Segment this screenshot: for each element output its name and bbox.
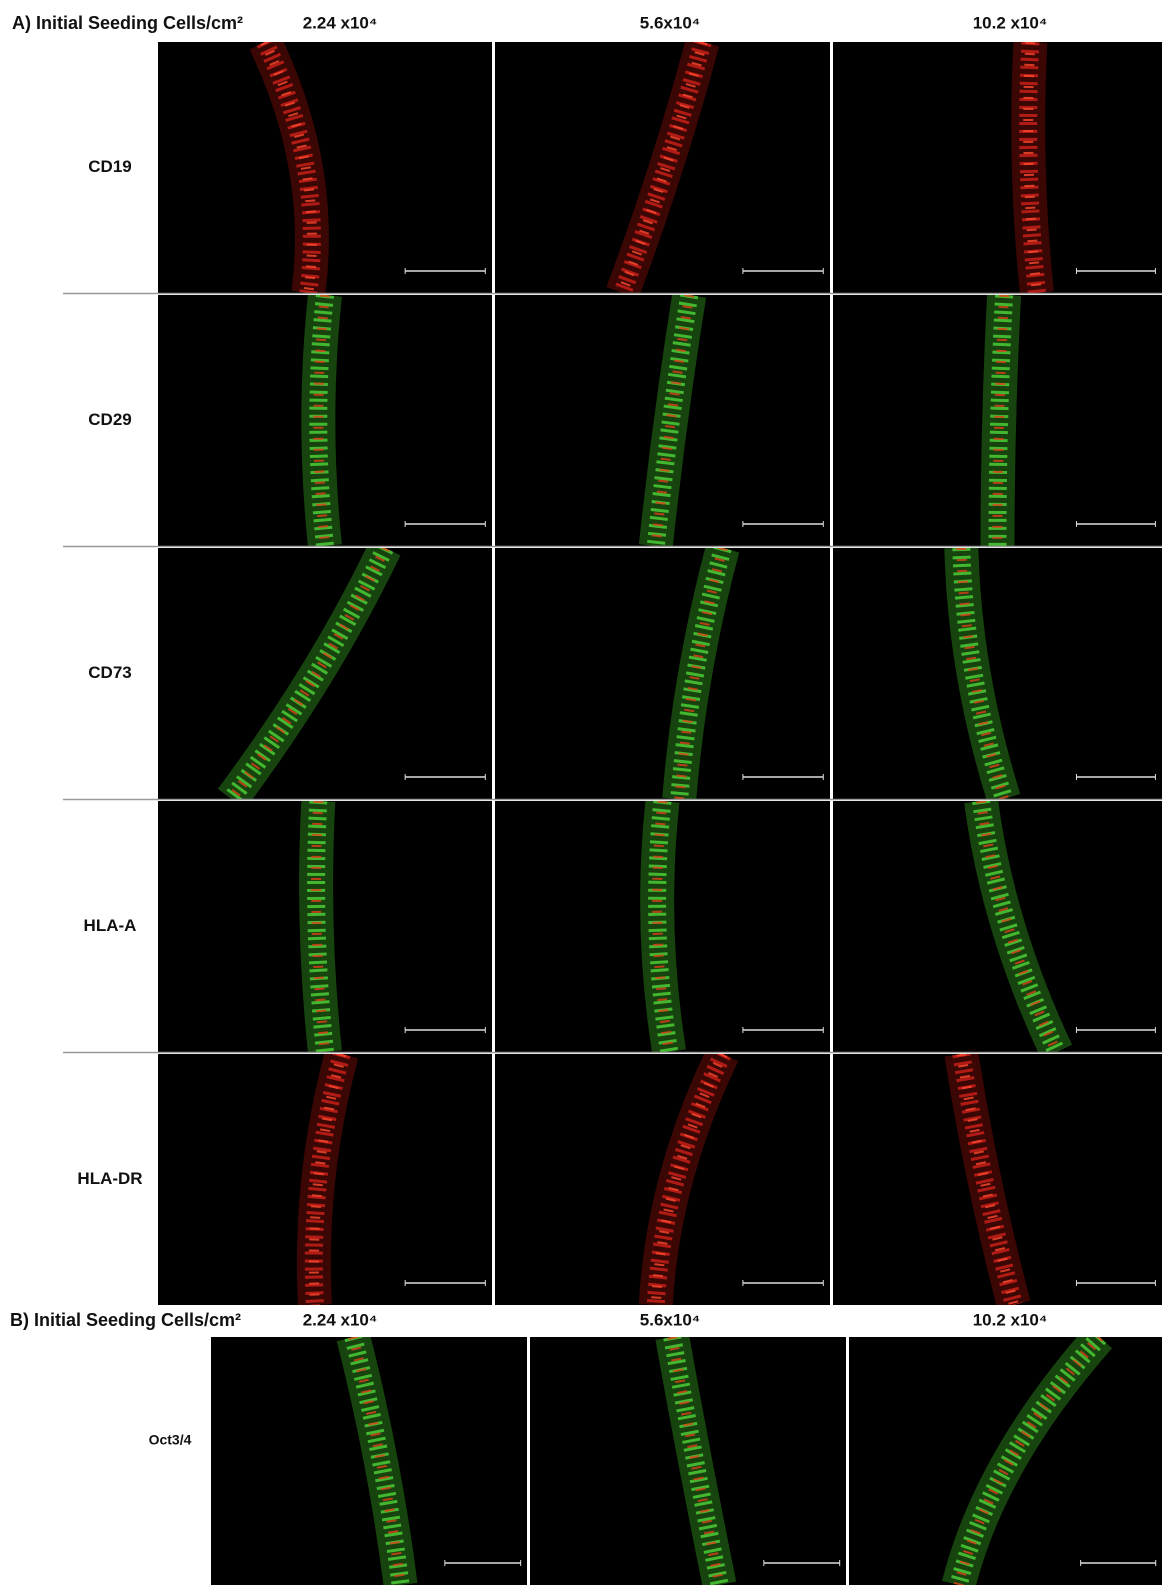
micrograph [530, 1337, 846, 1585]
tissue [1011, 42, 1054, 293]
micrograph-content [1011, 42, 1054, 293]
row-label: HLA-DR [77, 1169, 142, 1188]
row-label: CD29 [88, 410, 131, 429]
image-background [833, 42, 1162, 293]
tissue [652, 801, 675, 1052]
tissue [980, 295, 1022, 546]
tissue [304, 1054, 351, 1305]
micrograph-content [217, 548, 401, 799]
tissue [617, 42, 708, 293]
tissue [301, 295, 342, 546]
micrograph-content [655, 1337, 737, 1585]
micrograph [158, 42, 492, 293]
image-background [495, 548, 830, 799]
row-label: Oct3/4 [149, 1432, 192, 1448]
micrograph-content [942, 1337, 1113, 1585]
tissue [638, 1054, 739, 1305]
tissue [667, 1337, 725, 1585]
tissue [972, 801, 1065, 1052]
micrograph-content [296, 1054, 359, 1305]
micrograph [158, 295, 492, 546]
tissue [953, 1337, 1104, 1585]
micrograph-content [944, 548, 1021, 799]
micrograph [158, 548, 492, 799]
micrograph [211, 1337, 527, 1585]
micrograph [495, 42, 830, 293]
tissue [348, 1337, 406, 1585]
tissue [227, 548, 390, 799]
micrograph-content [638, 1054, 739, 1305]
micrograph [833, 295, 1162, 546]
micrograph [158, 801, 492, 1052]
micrograph [495, 295, 830, 546]
column-label: 2.24 x10⁴ [303, 13, 378, 32]
micrograph-content [249, 42, 329, 293]
micrograph-content [336, 1337, 418, 1585]
micrograph-content [606, 42, 720, 293]
column-label: 2.24 x10⁴ [303, 1310, 378, 1329]
tissue [640, 801, 686, 1052]
micrograph [833, 801, 1162, 1052]
tissue [949, 1337, 1107, 1585]
micrograph [833, 1054, 1162, 1305]
micrograph [833, 42, 1162, 293]
micrograph-content [662, 548, 740, 799]
micrograph [495, 548, 830, 799]
tissue [952, 1054, 1023, 1305]
column-label: 10.2 x10⁴ [973, 13, 1048, 32]
micrograph-content [964, 801, 1073, 1052]
tissue [670, 548, 732, 799]
column-label: 10.2 x10⁴ [973, 1310, 1048, 1329]
micrograph [495, 1054, 830, 1305]
row-label: HLA-A [84, 916, 137, 935]
micrograph [833, 548, 1162, 799]
micrograph-content [640, 801, 686, 1052]
micrograph-content [944, 1054, 1031, 1305]
column-label: 5.6x10⁴ [640, 13, 700, 32]
tissue [299, 801, 342, 1052]
row-label: CD19 [88, 157, 131, 176]
micrograph-content [638, 295, 707, 546]
micrograph-content [980, 295, 1022, 546]
tissue [650, 295, 695, 546]
micrograph [495, 801, 830, 1052]
tissue [260, 42, 317, 293]
micrograph [849, 1337, 1162, 1585]
micrograph [158, 1054, 492, 1305]
tissue [952, 548, 1013, 799]
panel-title: A) Initial Seeding Cells/cm² [12, 13, 243, 33]
micrograph-content [301, 295, 342, 546]
micrograph-content [299, 801, 342, 1052]
column-label: 5.6x10⁴ [640, 1310, 700, 1329]
panel-title: B) Initial Seeding Cells/cm² [10, 1310, 241, 1330]
row-label: CD73 [88, 663, 131, 682]
